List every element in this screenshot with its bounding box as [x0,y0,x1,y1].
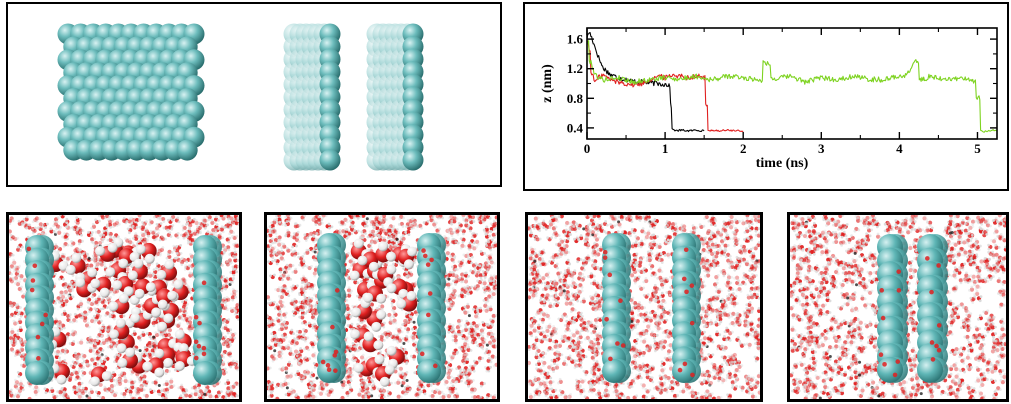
md-snapshot-3 [528,215,760,399]
y-axis-title: z (nm) [540,64,555,103]
x-tick-label: 3 [818,141,825,156]
y-tick-label: 0.4 [567,120,584,135]
graphene-sheet-1 [602,233,631,383]
y-tick-label: 1.2 [567,61,583,76]
series-line-2 [586,40,744,133]
y-tick-label: 1.6 [567,32,584,47]
bulk-water [528,215,760,399]
z-vs-time-chart-panel: 0 1 2 3 4 5 0.4 0.8 1.2 1.6 time (ns) z (nm) [523,2,1009,191]
md-snapshot-4 [790,215,1006,399]
carbon-atom [319,149,341,171]
y-tick-label: 0.8 [567,91,584,106]
md-snapshot-2 [267,215,497,399]
snapshot-panel-2 [264,212,500,402]
x-axis-title: time (ns) [756,156,809,171]
confined-water [47,237,197,387]
graphene-sheet-2 [917,234,948,383]
graphene-sheet-front-view [57,23,205,161]
md-snapshot-1 [9,215,239,399]
snapshot-panel-1 [6,212,242,402]
graphene-structure-figure [57,23,424,171]
x-tick-label: 1 [662,141,669,156]
x-tick-label: 4 [896,141,903,156]
graphene-sheet-2 [193,235,222,385]
x-tick-label: 5 [974,141,981,156]
graphene-sheet-1 [25,235,54,385]
graphene-sheet-1 [317,233,346,383]
graphene-sheet-edge-view-left [283,23,341,171]
confined-water [349,238,418,387]
graphene-sheet-1 [877,234,908,383]
snapshot-panel-4 [787,212,1009,402]
graphene-sheet-2 [672,233,701,383]
series-line-3 [586,40,998,133]
x-tick-label: 2 [740,141,747,156]
graphene-sheet-2 [417,233,446,383]
x-tick-label: 0 [584,141,591,156]
carbon-atom [402,149,424,171]
graphene-structure-panel [6,2,502,187]
carbon-atom [176,139,198,161]
z-vs-time-chart: 0 1 2 3 4 5 0.4 0.8 1.2 1.6 time (ns) z (nm) [540,27,998,171]
snapshot-panel-3 [525,212,763,402]
graphene-sheet-edge-view-right [366,23,424,171]
